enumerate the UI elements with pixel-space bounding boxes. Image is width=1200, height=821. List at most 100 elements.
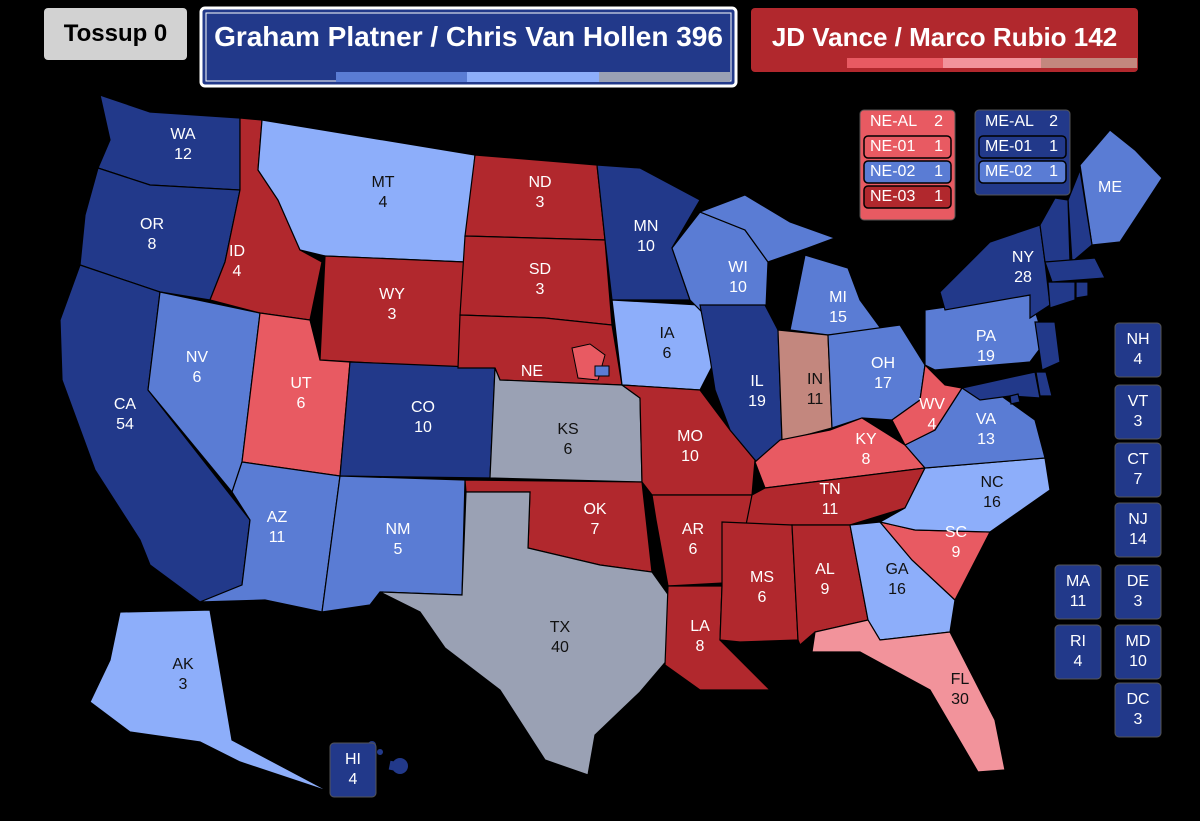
state-ev: 5 xyxy=(394,541,403,558)
state-shape[interactable] xyxy=(1044,257,1106,283)
state-abbr: AL xyxy=(815,561,835,578)
rating-bar xyxy=(467,72,599,82)
state-shape[interactable] xyxy=(878,457,1051,533)
state-ev: 12 xyxy=(174,146,192,163)
rating-bar xyxy=(1041,58,1137,68)
state-ev: 10 xyxy=(681,448,699,465)
rating-bar xyxy=(847,58,943,68)
state-shape[interactable] xyxy=(777,329,833,444)
state-ev: 4 xyxy=(349,771,358,788)
state-ev: 4 xyxy=(233,263,242,280)
state-ev: 3 xyxy=(1134,413,1143,430)
candidate: JD Vance / Marco Rubio xyxy=(772,22,1067,52)
state-ev: 28 xyxy=(1014,269,1032,286)
state-abbr: MI xyxy=(829,289,847,306)
district-name: ME-AL xyxy=(985,113,1034,130)
state-shape[interactable] xyxy=(89,609,331,793)
state-abbr: ME xyxy=(1098,179,1122,196)
state-ev: 6 xyxy=(193,369,202,386)
state-shape[interactable] xyxy=(379,491,681,776)
state-shape[interactable] xyxy=(891,363,963,446)
tossup-button[interactable] xyxy=(44,8,187,60)
state-box[interactable] xyxy=(1114,682,1162,738)
state-ev: 10 xyxy=(1129,653,1147,670)
state-box[interactable] xyxy=(1054,564,1102,620)
state-ev: 3 xyxy=(1134,593,1143,610)
district-name: NE-02 xyxy=(870,163,915,180)
state-box[interactable] xyxy=(1114,384,1162,440)
state-abbr: PA xyxy=(976,328,996,345)
state-shape[interactable] xyxy=(1075,281,1089,299)
district-row[interactable] xyxy=(978,135,1067,159)
district-row[interactable] xyxy=(978,160,1067,184)
state-shape[interactable] xyxy=(811,619,1006,773)
state-ev: 6 xyxy=(564,441,573,458)
state-abbr: AR xyxy=(682,521,704,538)
state-abbr: VA xyxy=(976,411,996,428)
district-name: ME-02 xyxy=(985,163,1032,180)
state-abbr: HI xyxy=(345,751,361,768)
state-box[interactable] xyxy=(329,742,377,798)
state-box[interactable] xyxy=(1114,442,1162,498)
state-abbr: OK xyxy=(583,501,606,518)
state-ev: 11 xyxy=(269,529,286,546)
state-abbr: RI xyxy=(1070,633,1086,650)
district-row[interactable] xyxy=(863,185,952,209)
count: 142 xyxy=(1067,22,1118,52)
state-box[interactable] xyxy=(1114,322,1162,378)
state-ev: 19 xyxy=(977,348,995,365)
state-abbr: MS xyxy=(750,569,774,586)
state-abbr: NC xyxy=(980,474,1003,491)
state-ev: 11 xyxy=(807,391,824,408)
state-ev: 6 xyxy=(758,589,767,606)
district-row[interactable] xyxy=(863,135,952,159)
state-shape[interactable] xyxy=(698,194,837,263)
state-abbr: MT xyxy=(371,174,394,191)
state-abbr: NV xyxy=(186,349,209,366)
state-abbr: IN xyxy=(807,371,823,388)
state-abbr: NH xyxy=(1126,331,1149,348)
candidate: Graham Platner / Chris Van Hollen xyxy=(214,21,668,52)
state-shape[interactable] xyxy=(960,371,1041,401)
dem-label: Graham Platner / Chris Van Hollen 396 xyxy=(214,21,723,52)
state-shape[interactable] xyxy=(1047,281,1076,309)
state-abbr: WI xyxy=(728,259,748,276)
state-ev: 4 xyxy=(1074,653,1083,670)
state-shape[interactable] xyxy=(1034,321,1061,371)
state-box[interactable] xyxy=(1054,624,1102,680)
state-abbr: TN xyxy=(819,481,840,498)
rating-bar xyxy=(599,72,730,82)
dem-button[interactable] xyxy=(199,6,738,88)
state-abbr: MN xyxy=(634,218,659,235)
state-shape[interactable] xyxy=(1009,393,1021,405)
districts: NE-AL 2 NE-01 1 NE-02 1 NE-03 1 ME-AL 2 ME-01 1 ME-0… xyxy=(859,109,1071,221)
rep-button[interactable] xyxy=(751,8,1138,72)
state-ev: 11 xyxy=(1070,593,1087,610)
district-name: NE-AL xyxy=(870,113,917,130)
state-ev: 9 xyxy=(821,581,830,598)
state-shape[interactable] xyxy=(611,299,719,391)
state-shape xyxy=(392,758,408,774)
state-ev: 14 xyxy=(1129,531,1147,548)
state-box[interactable] xyxy=(1114,564,1162,620)
state-ev: 7 xyxy=(591,521,600,538)
state-ev: 8 xyxy=(148,236,157,253)
state-abbr: IA xyxy=(659,325,674,342)
district-row[interactable] xyxy=(863,160,952,184)
rep-label: JD Vance / Marco Rubio 142 xyxy=(772,22,1117,52)
state-shape[interactable] xyxy=(1067,167,1093,264)
state-shape[interactable] xyxy=(1039,197,1071,263)
district-ev: 1 xyxy=(1049,138,1058,155)
state-box[interactable] xyxy=(1114,624,1162,680)
state-abbr: WV xyxy=(919,396,945,413)
state-abbr: KY xyxy=(855,431,877,448)
header: Tossup 0 Graham Platner / Chris Van Holle… xyxy=(44,6,1138,88)
state-ev: 6 xyxy=(689,541,698,558)
state-ev: 8 xyxy=(696,638,705,655)
state-box[interactable] xyxy=(1114,502,1162,558)
state-ev: 6 xyxy=(297,395,306,412)
state-ev: 10 xyxy=(729,279,747,296)
